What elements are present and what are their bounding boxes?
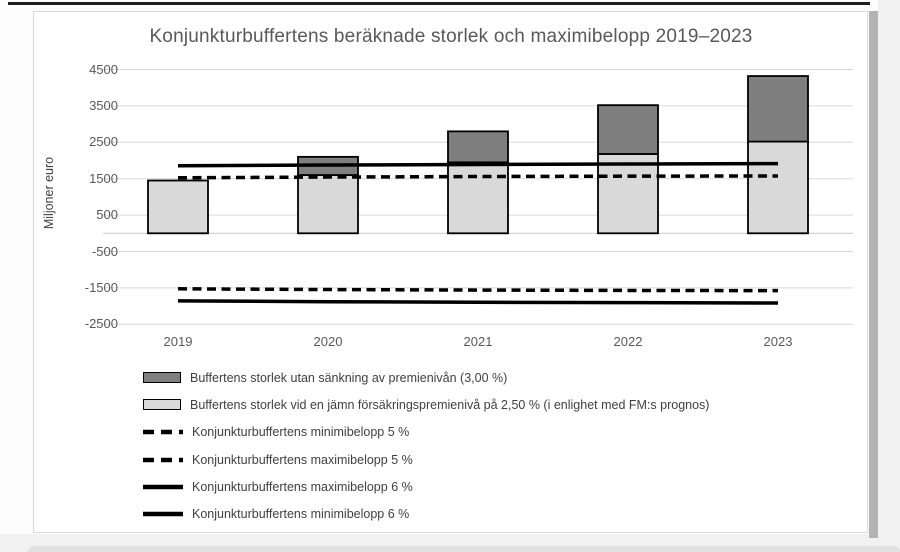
- chart-legend: Buffertens storlek utan sänkning av prem…: [143, 364, 709, 528]
- legend-line-swatch-icon: [143, 484, 183, 490]
- y-axis-title: Miljoner euro: [42, 156, 56, 230]
- right-background: [878, 0, 900, 552]
- reference-line-solid: [177, 161, 779, 168]
- bar-light-segment: [147, 179, 209, 235]
- legend-label: Buffertens storlek utan sänkning av prem…: [190, 370, 508, 385]
- legend-label: Konjunkturbuffertens maximibelopp 5 %: [192, 452, 413, 467]
- legend-label: Konjunkturbuffertens maximibelopp 6 %: [192, 479, 413, 494]
- reference-line-solid: [177, 299, 779, 305]
- y-tick-label: -1500: [84, 279, 118, 295]
- panel-shadow: [869, 11, 878, 538]
- x-tick-label: 2019: [163, 334, 193, 349]
- top-border-rule: [8, 2, 870, 5]
- legend-item: Buffertens storlek utan sänkning av prem…: [143, 364, 709, 391]
- legend-bar-swatch-icon: [143, 399, 181, 411]
- y-tick-label: 3500: [89, 97, 118, 113]
- legend-line-swatch-icon: [143, 511, 183, 517]
- legend-label: Buffertens storlek vid en jämn försäkrin…: [190, 397, 710, 412]
- chart-panel: [33, 11, 868, 533]
- legend-label: Konjunkturbuffertens minimibelopp 6 %: [192, 507, 410, 522]
- y-tick-label: 1500: [89, 170, 118, 186]
- legend-line-swatch-icon: [143, 457, 183, 462]
- reference-line-dashed: [177, 174, 779, 180]
- bar-light-segment: [447, 161, 509, 235]
- y-tick-label: -2500: [84, 316, 118, 332]
- legend-bar-swatch-icon: [143, 372, 181, 384]
- legend-item: Konjunkturbuffertens maximibelopp 5 %: [143, 446, 709, 473]
- x-tick-label: 2023: [763, 334, 793, 349]
- legend-item: Konjunkturbuffertens maximibelopp 6 %: [143, 473, 709, 500]
- legend-label: Konjunkturbuffertens minimibelopp 5 %: [192, 425, 410, 440]
- y-tick-label: 4500: [89, 61, 118, 77]
- y-tick-label: 500: [96, 207, 118, 223]
- bar-light-segment: [747, 140, 809, 235]
- reference-line-dashed: [177, 287, 779, 293]
- x-tick-label: 2020: [313, 334, 343, 349]
- legend-item: Konjunkturbuffertens minimibelopp 5 %: [143, 419, 709, 446]
- bottom-strip: [28, 546, 900, 552]
- y-tick-label: -500: [91, 243, 118, 259]
- legend-item: Buffertens storlek vid en jämn försäkrin…: [143, 391, 709, 418]
- chart-title: Konjunkturbuffertens beräknade storlek o…: [149, 26, 753, 47]
- bar-dark-segment: [597, 104, 659, 155]
- bar-dark-segment: [447, 130, 509, 164]
- y-tick-label: 2500: [89, 134, 118, 150]
- bar-dark-segment: [747, 75, 809, 143]
- legend-item: Konjunkturbuffertens minimibelopp 6 %: [143, 500, 709, 527]
- x-tick-label: 2022: [613, 334, 643, 349]
- legend-line-swatch-icon: [143, 429, 183, 435]
- bar-light-segment: [597, 153, 659, 235]
- bar-light-segment: [297, 174, 359, 235]
- x-tick-label: 2021: [463, 334, 493, 349]
